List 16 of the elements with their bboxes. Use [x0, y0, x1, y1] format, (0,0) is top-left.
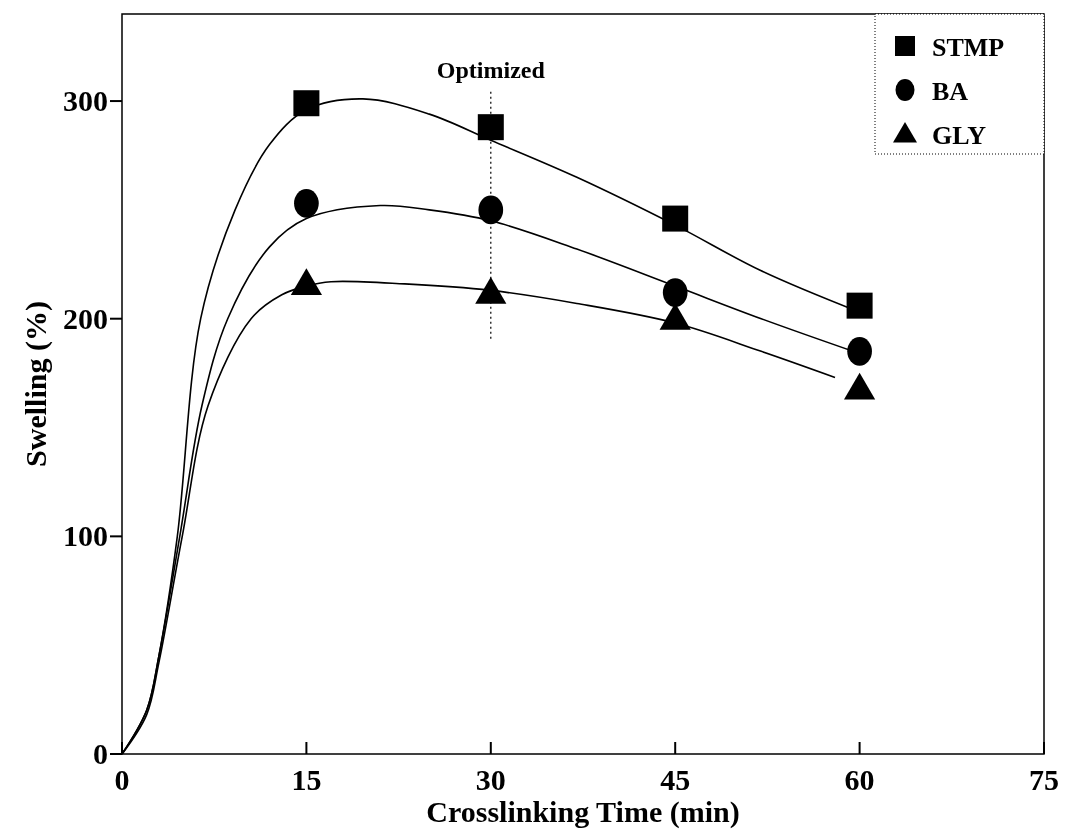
y-tick-label: 0	[93, 737, 108, 770]
x-tick-label: 30	[475, 763, 506, 796]
y-tick-label: 300	[63, 84, 108, 118]
ref-line-label: Optimized	[436, 56, 546, 83]
legend-label: BA	[932, 77, 969, 106]
x-axis-title: Crosslinking Time (min)	[426, 795, 740, 829]
x-tick-label: 15	[291, 763, 322, 796]
x-tick-label: 45	[660, 763, 691, 796]
legend-label: GLY	[932, 121, 987, 150]
y-tick-label: 200	[63, 301, 108, 335]
x-tick-label: 60	[844, 763, 875, 796]
x-tick-label: 0	[114, 763, 130, 796]
legend-label: STMP	[932, 33, 1005, 62]
x-tick-label: 75	[1029, 763, 1059, 796]
y-tick-label: 100	[63, 519, 108, 553]
y-axis-title: Swelling (%)	[19, 301, 53, 467]
